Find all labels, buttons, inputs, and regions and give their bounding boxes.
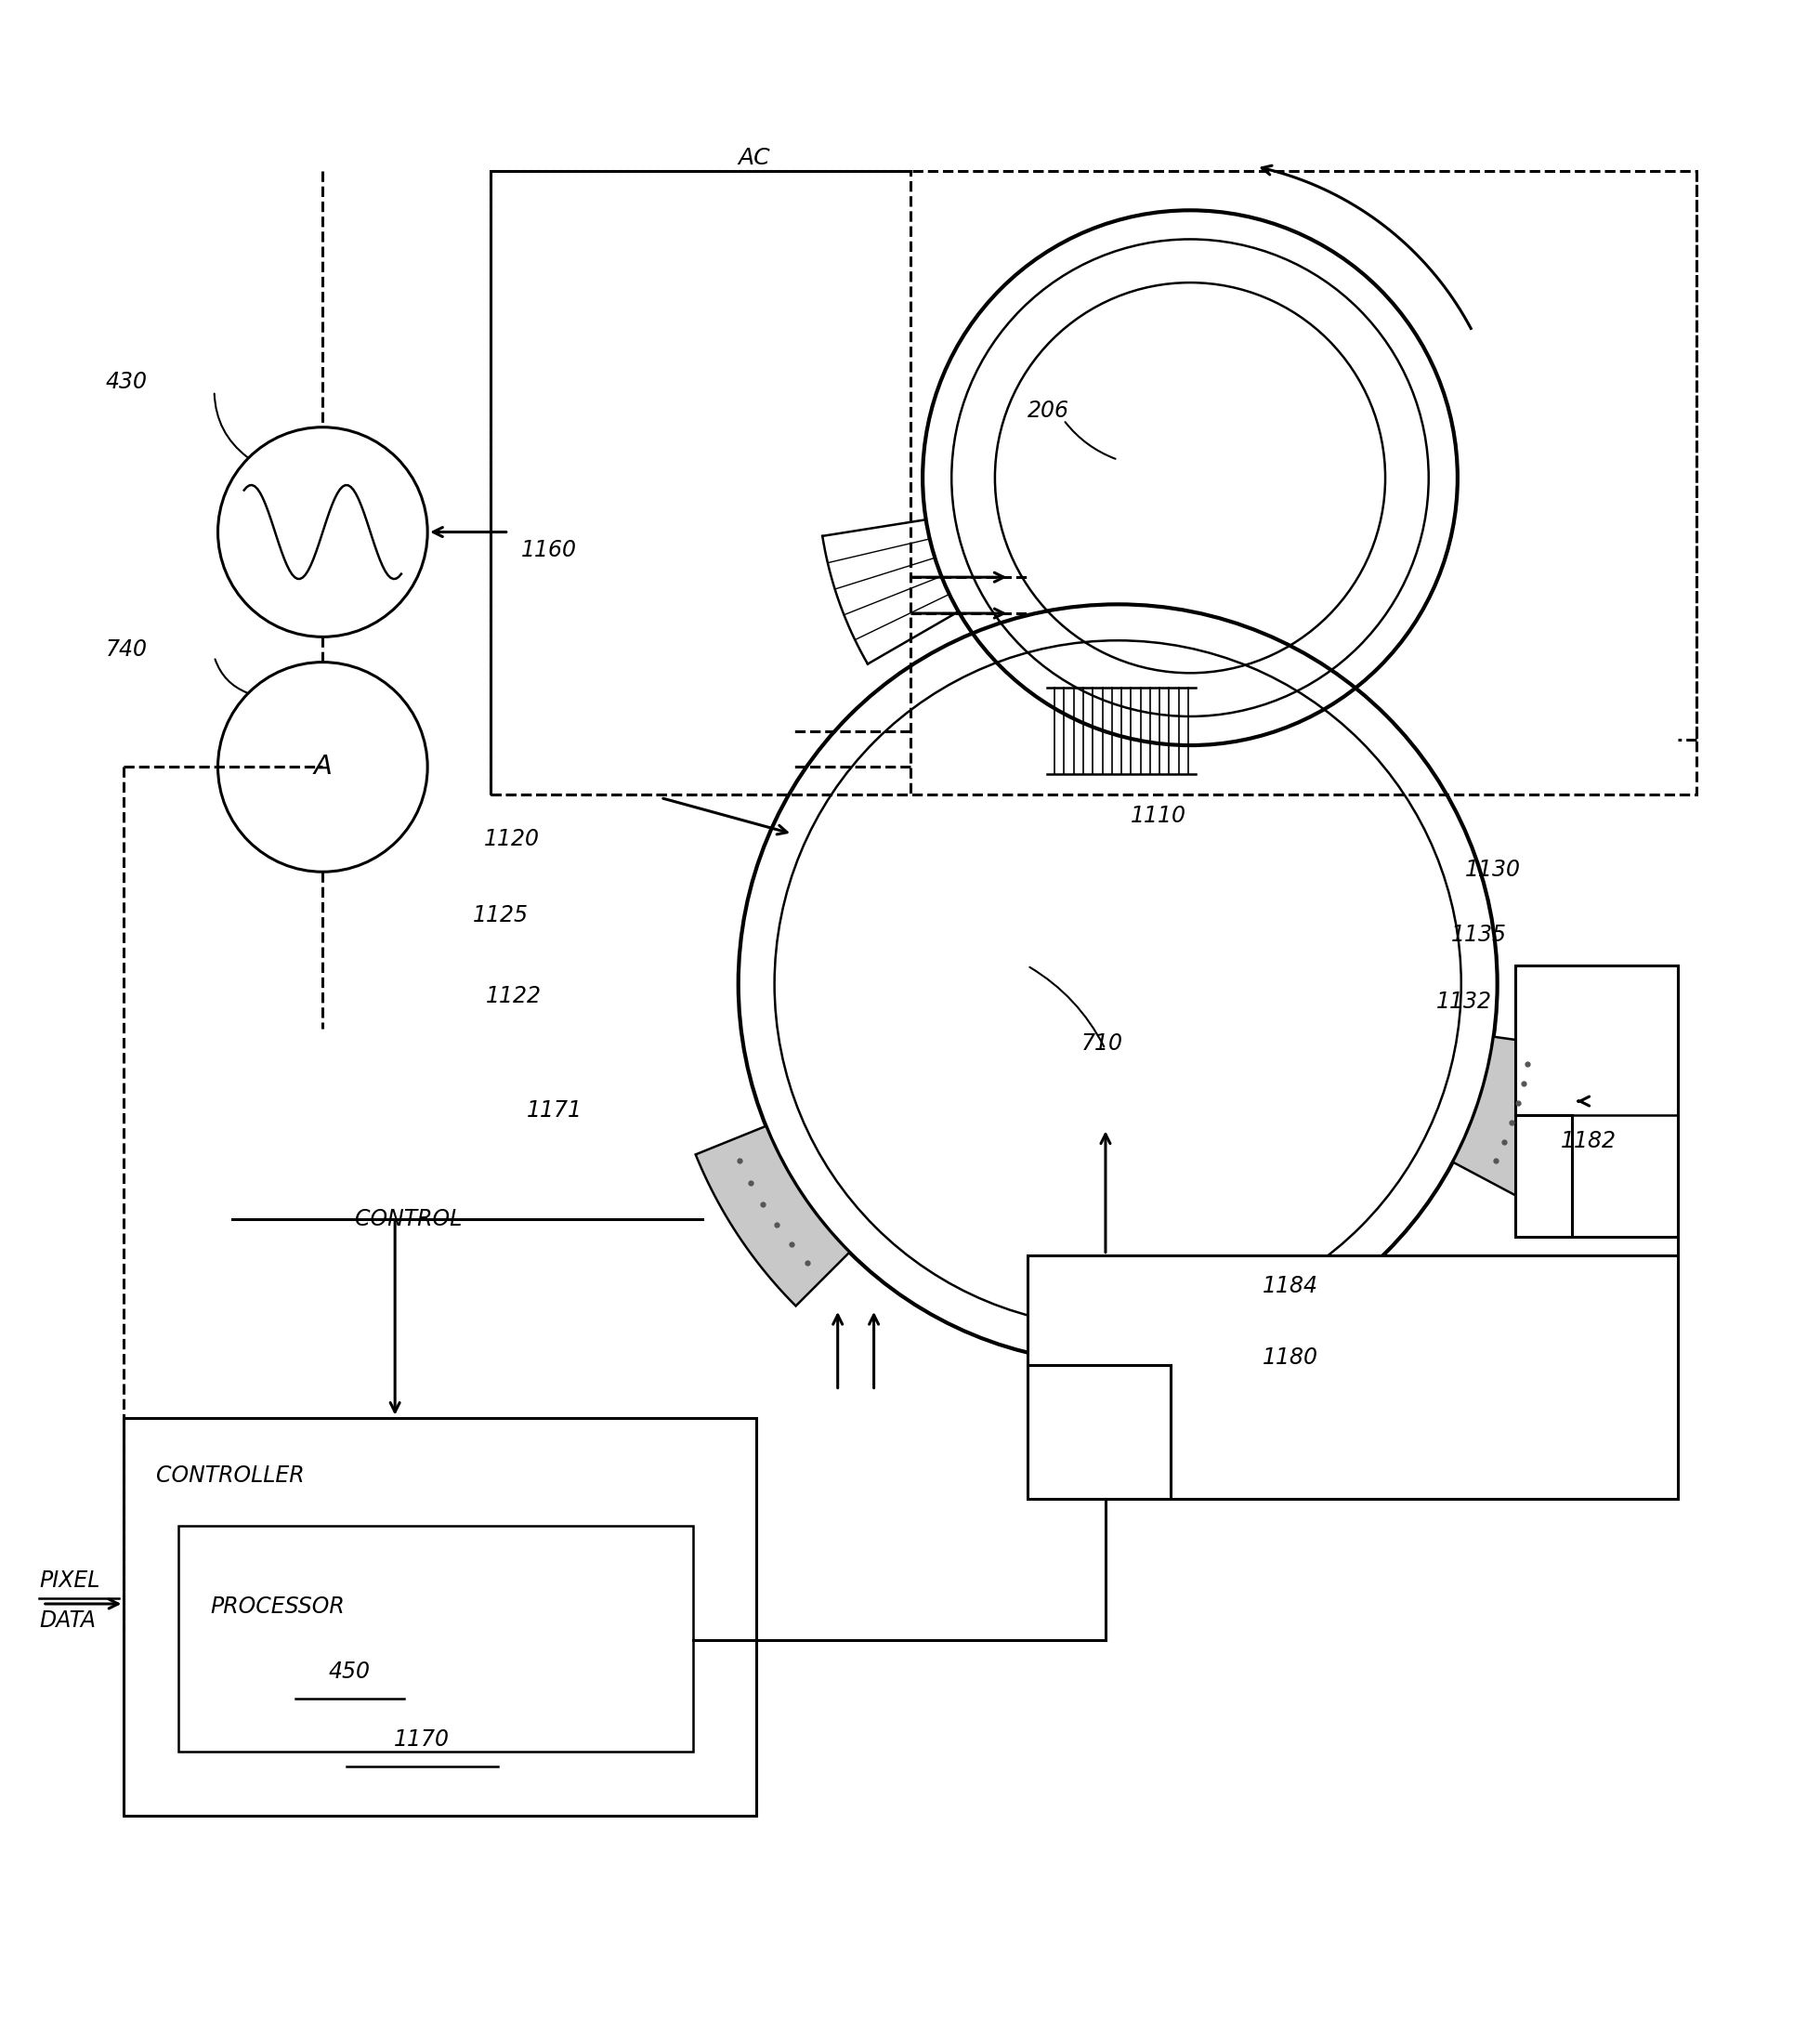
Text: 1125: 1125 [473,904,528,926]
Text: 1184: 1184 [1263,1274,1318,1296]
FancyBboxPatch shape [124,1417,757,1816]
Text: AC: AC [739,148,770,170]
Polygon shape [1452,1037,1569,1197]
Text: 740: 740 [106,639,147,661]
Text: 430: 430 [106,370,147,392]
Text: 206: 206 [1028,400,1070,423]
FancyBboxPatch shape [1028,1256,1678,1498]
Text: CONTROLLER: CONTROLLER [157,1464,304,1486]
Text: PIXEL: PIXEL [38,1569,100,1591]
Text: 1135: 1135 [1451,924,1507,946]
Text: 1182: 1182 [1560,1130,1616,1153]
Text: 1130: 1130 [1465,859,1522,882]
FancyBboxPatch shape [1516,967,1678,1237]
Text: 450: 450 [329,1660,371,1682]
Text: 1171: 1171 [528,1100,582,1122]
Text: 1180: 1180 [1263,1347,1318,1369]
Text: PROCESSOR: PROCESSOR [211,1595,346,1618]
Text: 1132: 1132 [1436,991,1492,1013]
FancyBboxPatch shape [178,1527,693,1751]
Text: CONTROL: CONTROL [355,1207,462,1229]
Text: 1110: 1110 [1130,805,1187,827]
Text: 1160: 1160 [522,540,577,562]
Text: DATA: DATA [38,1610,96,1632]
Text: 1120: 1120 [484,829,539,851]
Text: 1122: 1122 [486,985,541,1007]
Polygon shape [695,1126,850,1306]
Text: 710: 710 [1081,1033,1123,1055]
Text: 1170: 1170 [395,1729,450,1751]
Text: A: A [313,754,331,780]
